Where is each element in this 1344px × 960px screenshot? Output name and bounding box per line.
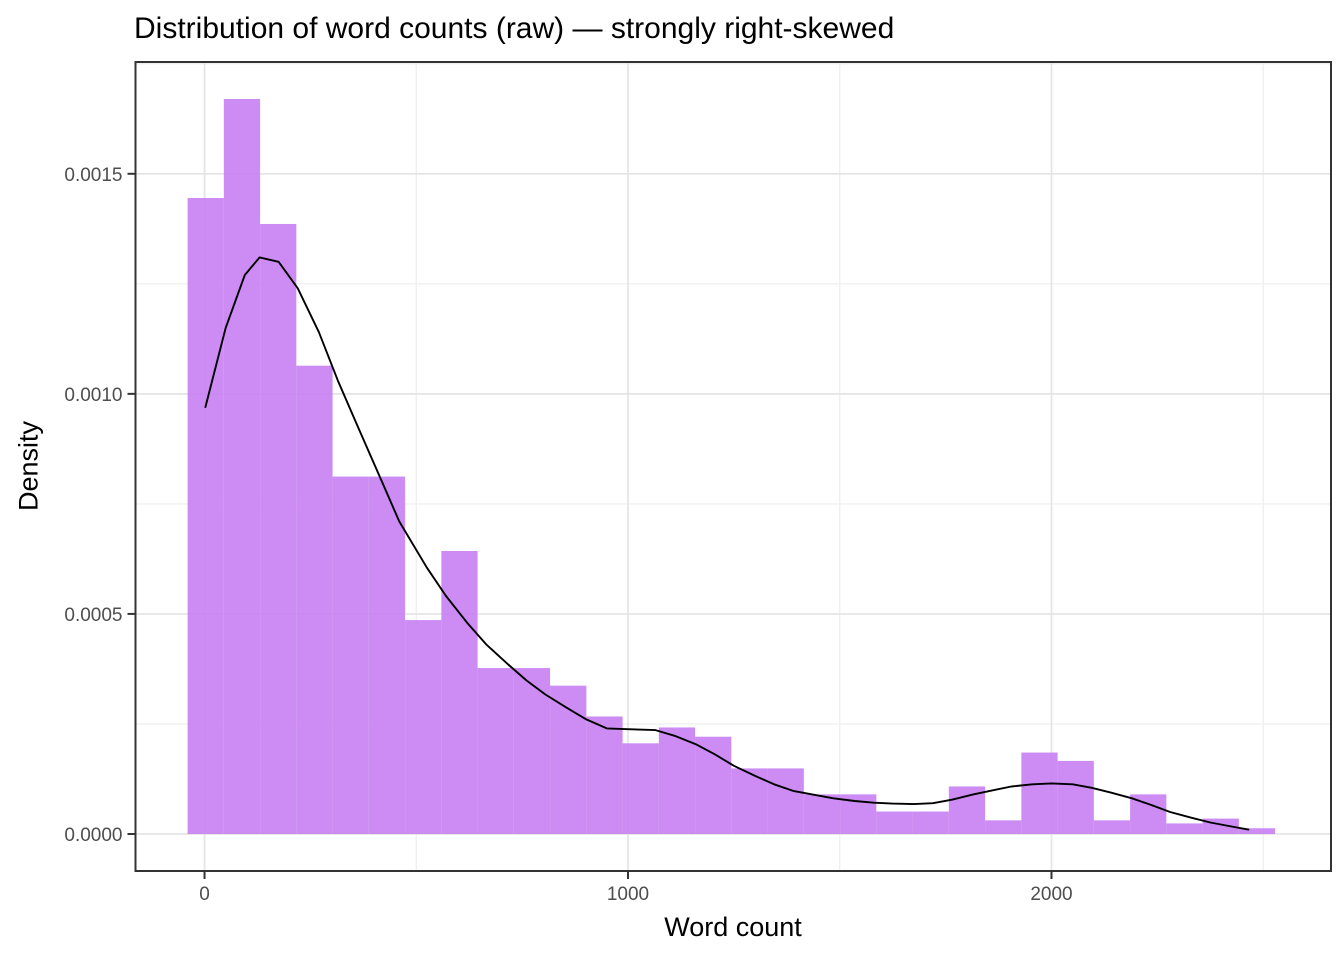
histogram-bar: [586, 716, 623, 834]
histogram-bar: [876, 811, 913, 834]
y-tick-label: 0.0005: [64, 605, 122, 626]
histogram-bar: [405, 620, 442, 834]
histogram-bar: [260, 223, 297, 834]
x-axis-title: Word count: [664, 912, 802, 942]
histogram-bar: [985, 820, 1022, 834]
histogram-bar: [513, 668, 551, 834]
histogram-bar: [622, 743, 659, 834]
panel-border: [134, 61, 1332, 872]
y-tick-label: 0.0010: [64, 385, 122, 406]
density-curve: [204, 256, 1250, 831]
histogram-bar: [296, 365, 333, 834]
histogram-bar: [803, 794, 841, 834]
histogram-bar: [767, 768, 804, 834]
histogram-bar: [1057, 760, 1094, 834]
histogram-bar: [187, 197, 224, 834]
y-tick-label: 0.0015: [64, 165, 122, 186]
histogram-bar: [948, 786, 986, 834]
histogram-bar: [1021, 752, 1058, 834]
x-tick-label: 2000: [1030, 884, 1072, 905]
histogram-bar: [441, 550, 478, 834]
chart-title: Distribution of word counts (raw) — stro…: [134, 12, 895, 45]
histogram-bar: [1238, 828, 1276, 834]
histogram-bar: [368, 476, 406, 834]
histogram-bar: [332, 476, 369, 834]
y-tick-label: 0.0000: [64, 825, 122, 846]
y-axis-title: Density: [13, 420, 44, 512]
x-tick-label: 0: [199, 884, 210, 905]
histogram-bar: [695, 736, 732, 834]
histogram-bar: [1093, 820, 1131, 834]
histogram-bar: [658, 727, 696, 834]
histogram-bar: [912, 811, 949, 834]
histogram-bar: [1130, 794, 1167, 834]
histogram-bar: [1166, 823, 1203, 834]
histogram-bar: [477, 668, 514, 834]
x-tick-label: 1000: [607, 884, 649, 905]
histogram-bar: [550, 685, 587, 834]
histogram-bar: [223, 98, 261, 834]
